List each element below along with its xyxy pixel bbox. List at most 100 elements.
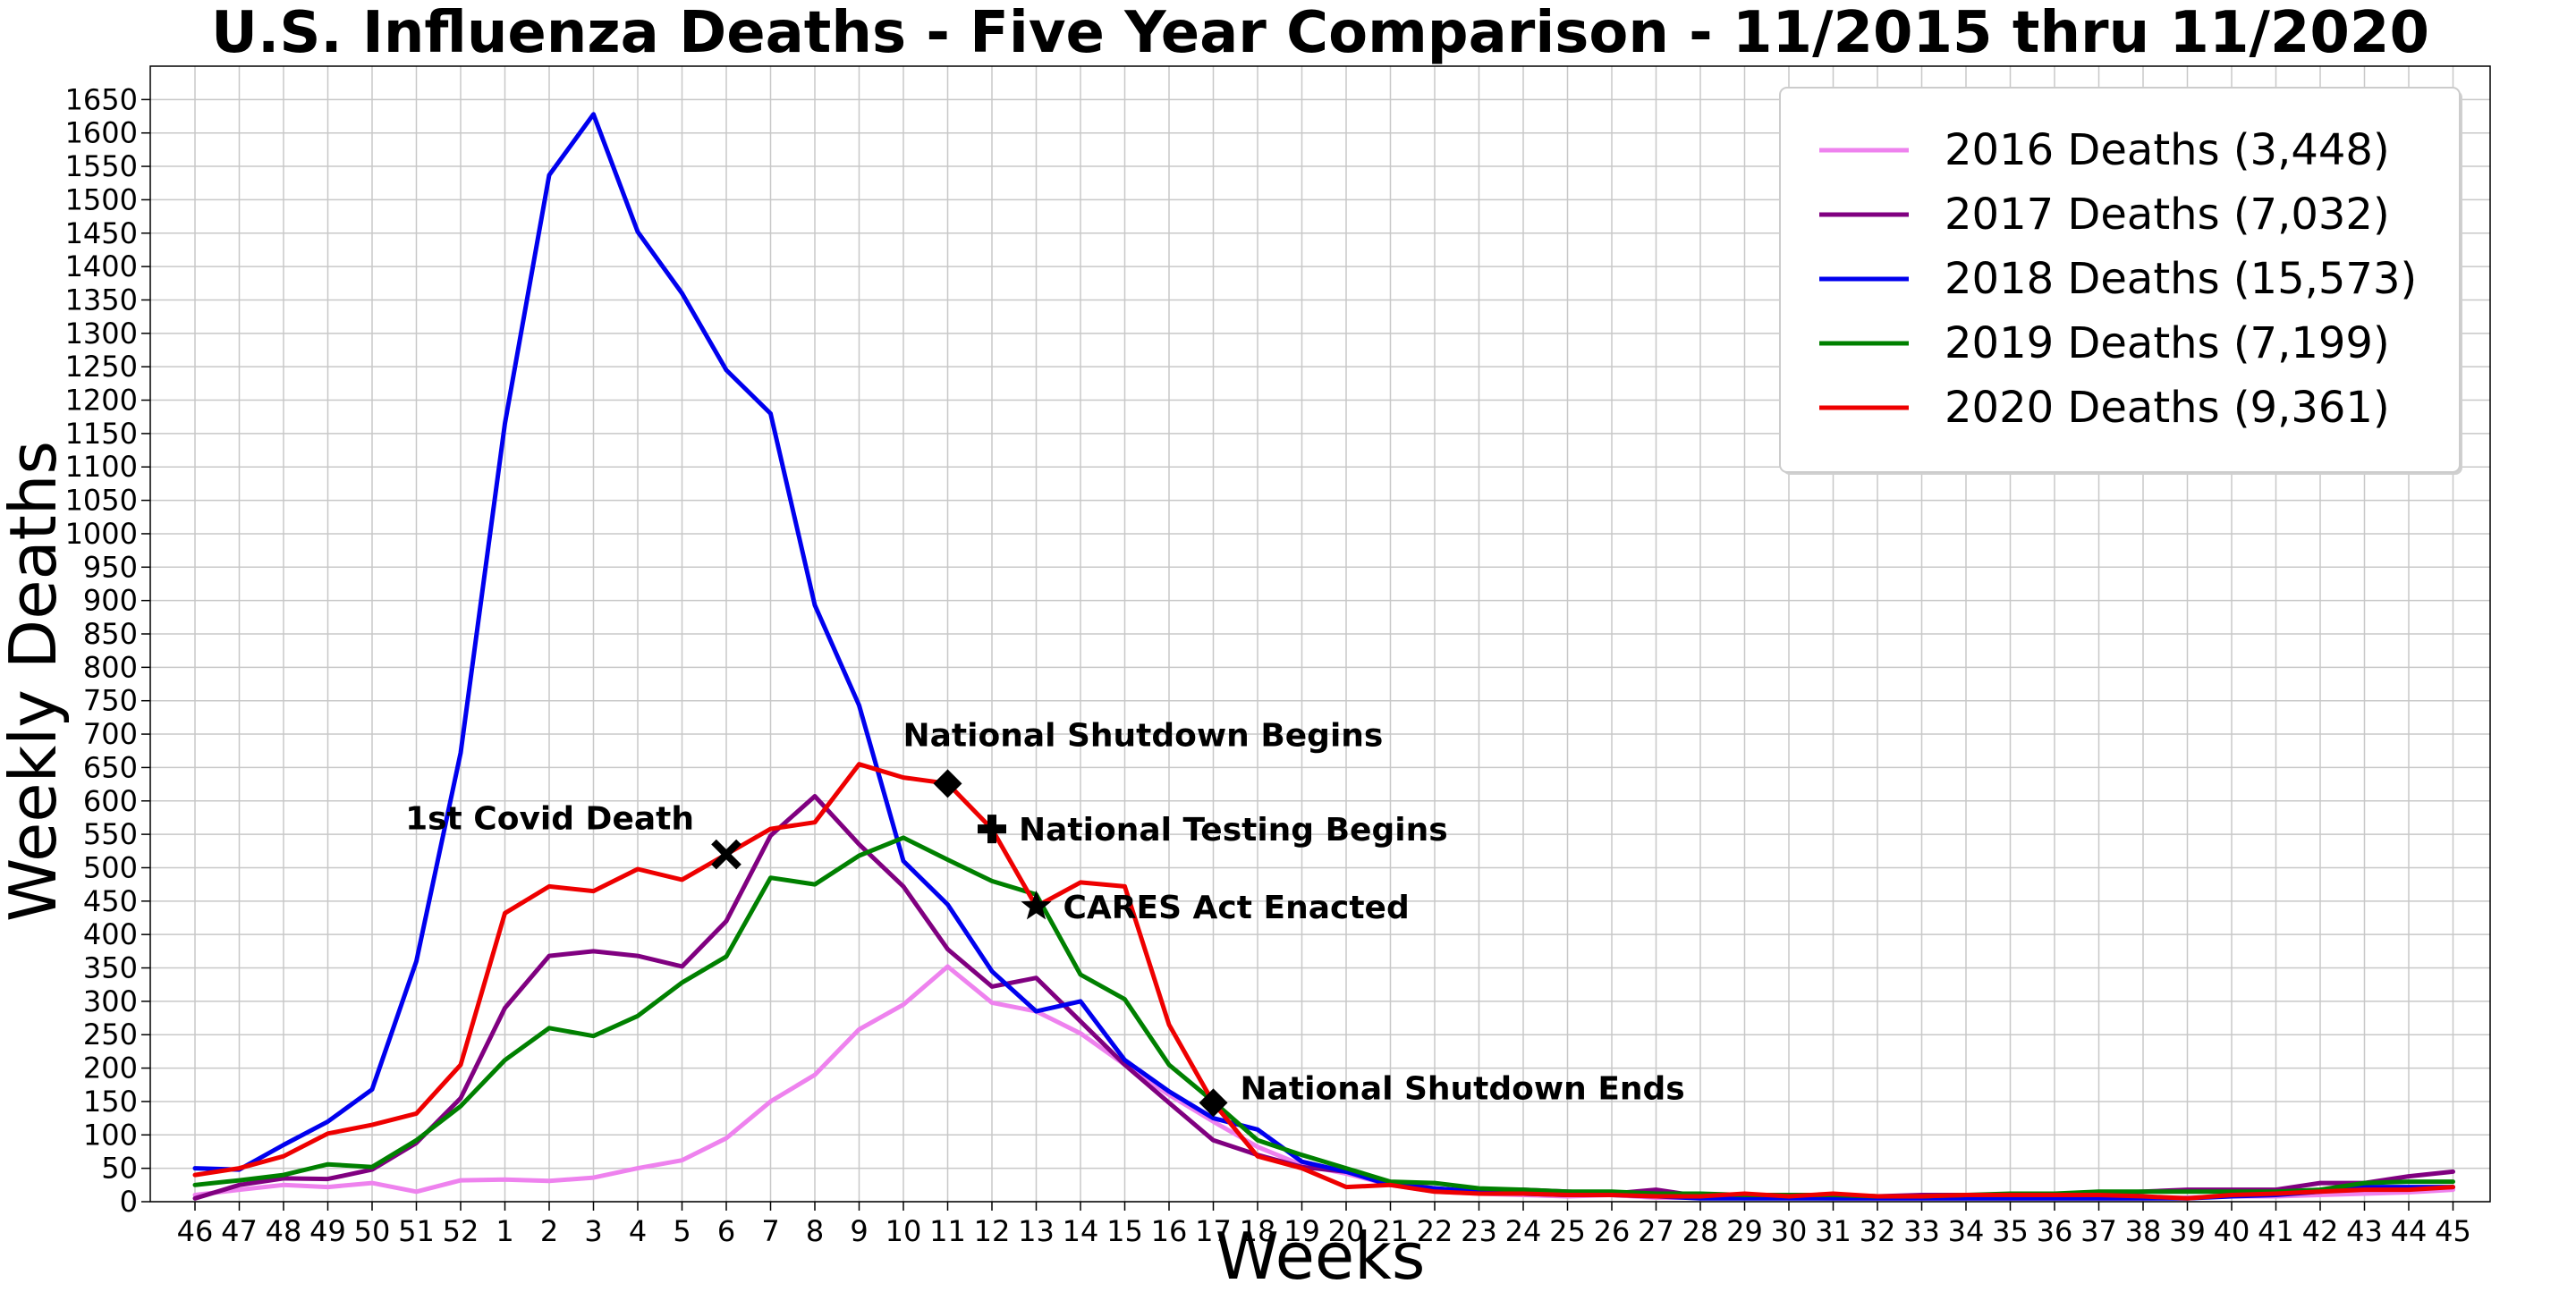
- y-tick-label: 100: [83, 1118, 138, 1152]
- x-axis-label: Weeks: [1216, 1219, 1426, 1288]
- annotation-label: National Shutdown Begins: [903, 717, 1384, 754]
- legend-label: 2020 Deaths (9,361): [1945, 383, 2390, 433]
- y-tick-label: 750: [83, 684, 138, 718]
- x-tick-label: 15: [1106, 1214, 1143, 1248]
- x-tick-label: 16: [1151, 1214, 1188, 1248]
- x-tick-label: 12: [974, 1214, 1011, 1248]
- x-tick-label: 22: [1417, 1214, 1453, 1248]
- x-tick-label: 46: [177, 1214, 214, 1248]
- y-tick-label: 1550: [65, 149, 138, 183]
- y-tick-label: 50: [101, 1152, 138, 1186]
- legend-label: 2018 Deaths (15,573): [1945, 254, 2417, 304]
- x-tick-label: 32: [1860, 1214, 1896, 1248]
- x-tick-label: 38: [2125, 1214, 2162, 1248]
- x-tick-label: 20: [1328, 1214, 1365, 1248]
- y-tick-label: 1050: [65, 484, 138, 518]
- y-tick-label: 1500: [65, 182, 138, 216]
- chart-title: U.S. Influenza Deaths - Five Year Compar…: [211, 0, 2429, 66]
- x-tick-label: 14: [1063, 1214, 1099, 1248]
- x-tick-label: 6: [717, 1214, 735, 1248]
- x-tick-label: 52: [443, 1214, 479, 1248]
- y-tick-label: 900: [83, 584, 138, 618]
- y-tick-label: 1400: [65, 249, 138, 283]
- x-tick-label: 13: [1018, 1214, 1055, 1248]
- x-tick-label: 44: [2391, 1214, 2428, 1248]
- x-tick-label: 31: [1815, 1214, 1852, 1248]
- series-layer: [192, 112, 2455, 1201]
- x-tick-label: 39: [2169, 1214, 2206, 1248]
- x-tick-label: 3: [584, 1214, 602, 1248]
- x-tick-label: 5: [673, 1214, 691, 1248]
- x-tick-label: 42: [2302, 1214, 2339, 1248]
- x-tick-label: 43: [2346, 1214, 2383, 1248]
- legend-box: [1779, 87, 2461, 473]
- annotation-label: National Testing Begins: [1019, 812, 1448, 849]
- x-tick-label: 18: [1240, 1214, 1276, 1248]
- y-tick-label: 1150: [65, 417, 138, 451]
- y-tick-label: 1000: [65, 517, 138, 551]
- annotation-layer: 1st Covid Death National Shutdown Begins N…: [405, 717, 1685, 1118]
- x-tick-label: 47: [221, 1214, 258, 1248]
- y-tick-label: 1600: [65, 116, 138, 150]
- x-tick-label: 1: [496, 1214, 513, 1248]
- annotation-label: CARES Act Enacted: [1063, 890, 1410, 926]
- x-tick-label: 37: [2080, 1214, 2117, 1248]
- x-tick-label: 17: [1195, 1214, 1232, 1248]
- x-tick-label: 2: [540, 1214, 558, 1248]
- y-tick-label: 1250: [65, 350, 138, 384]
- x-tick-label: 41: [2258, 1214, 2294, 1248]
- y-tick-label: 300: [83, 984, 138, 1018]
- annotation-1: National Shutdown Begins: [903, 717, 1384, 798]
- x-tick-label: 51: [398, 1214, 435, 1248]
- x-tick-label: 7: [761, 1214, 779, 1248]
- series-line-2020: [192, 762, 2455, 1201]
- legend-label: 2019 Deaths (7,199): [1945, 318, 2390, 368]
- x-tick-label: 33: [1903, 1214, 1940, 1248]
- x-tick-label: 11: [929, 1214, 966, 1248]
- y-tick-label: 550: [83, 817, 138, 851]
- series-line-2019: [192, 835, 2455, 1199]
- y-tick-label: 450: [83, 884, 138, 918]
- legend: 2016 Deaths (3,448) 2017 Deaths (7,032) 20…: [1779, 87, 2462, 475]
- y-tick-label: 700: [83, 717, 138, 751]
- x-tick-label: 30: [1771, 1214, 1808, 1248]
- y-tick-label: 600: [83, 784, 138, 818]
- x-tick-label: 26: [1594, 1214, 1631, 1248]
- x-tick-label: 23: [1461, 1214, 1497, 1248]
- x-tick-label: 40: [2214, 1214, 2250, 1248]
- y-tick-label: 650: [83, 750, 138, 784]
- x-tick-label: 19: [1284, 1214, 1320, 1248]
- annotation-label: 1st Covid Death: [405, 801, 694, 838]
- annotation-marker-star: [1021, 890, 1052, 920]
- annotation-marker-plus: [978, 815, 1006, 844]
- y-tick-label: 1100: [65, 450, 138, 484]
- annotation-2: National Testing Begins: [978, 812, 1448, 849]
- grid-layer: [150, 66, 2490, 1203]
- y-tick-label: 1450: [65, 216, 138, 250]
- y-tick-label: 250: [83, 1018, 138, 1051]
- y-tick-label: 1300: [65, 317, 138, 350]
- y-tick-label: 1200: [65, 384, 138, 418]
- x-tick-label: 9: [850, 1214, 868, 1248]
- x-tick-label: 27: [1638, 1214, 1674, 1248]
- annotation-marker-diamond: [933, 769, 962, 798]
- x-tick-label: 50: [354, 1214, 391, 1248]
- x-tick-label: 25: [1549, 1214, 1586, 1248]
- y-tick-label: 850: [83, 617, 138, 651]
- y-tick-label: 350: [83, 951, 138, 985]
- ticks-layer: 0501001502002503003504004505005506006507…: [65, 82, 2471, 1248]
- y-tick-label: 0: [120, 1185, 138, 1219]
- x-tick-label: 48: [266, 1214, 302, 1248]
- annotation-label: National Shutdown Ends: [1241, 1070, 1685, 1107]
- x-tick-label: 36: [2037, 1214, 2073, 1248]
- annotation-marker-diamond: [1199, 1088, 1228, 1118]
- series-line-2017: [192, 794, 2455, 1201]
- y-tick-label: 200: [83, 1051, 138, 1085]
- legend-label: 2017 Deaths (7,032): [1945, 190, 2390, 240]
- y-tick-label: 500: [83, 850, 138, 884]
- x-tick-label: 4: [629, 1214, 647, 1248]
- y-tick-label: 1350: [65, 283, 138, 317]
- x-tick-label: 10: [886, 1214, 922, 1248]
- x-tick-label: 21: [1372, 1214, 1409, 1248]
